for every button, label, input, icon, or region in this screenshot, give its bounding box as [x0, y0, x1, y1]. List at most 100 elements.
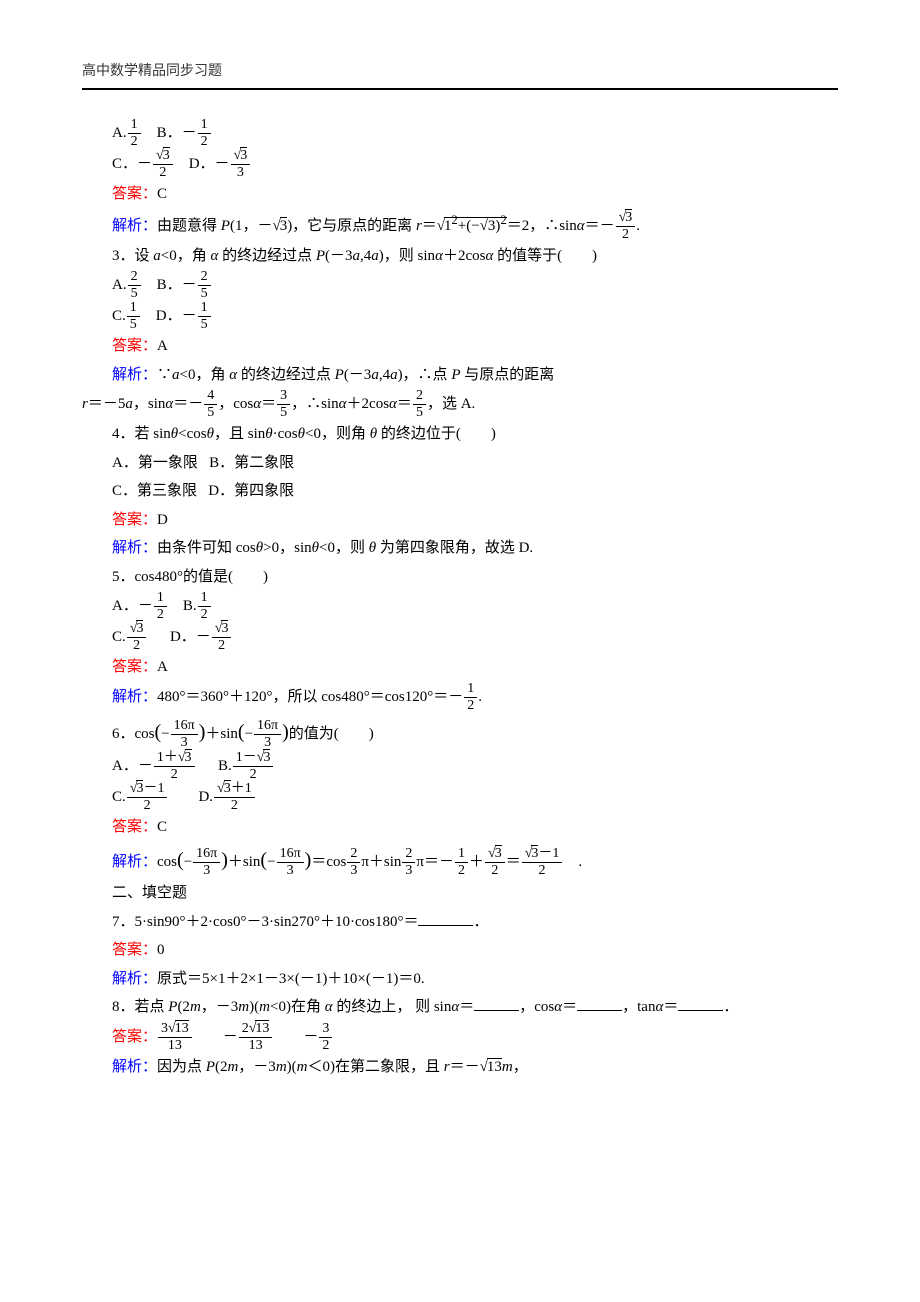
t: 与原点的距离	[460, 367, 554, 383]
q5-stem: 5．cos480°的值是( )	[82, 563, 838, 592]
t: ，cos	[519, 999, 554, 1015]
q6-answer: 答案：C	[82, 813, 838, 842]
q6-options-row1: A．－1＋√32 B.1－√32	[82, 751, 838, 782]
frac-2-5: 25	[128, 270, 141, 301]
explanation-label: 解析：	[112, 854, 157, 870]
t: －	[273, 1029, 318, 1045]
answer-label: 答案：	[112, 186, 157, 202]
var-a: a	[390, 367, 398, 383]
frac-2-3: 23	[402, 847, 415, 878]
explanation-label: 解析：	[112, 367, 157, 383]
var-a: a	[172, 367, 180, 383]
var-theta: θ	[312, 540, 319, 556]
t: ＝	[459, 999, 474, 1015]
t: 480°＝360°＋120°，所以 cos480°＝cos120°＝－	[157, 689, 463, 705]
answer-label: 答案：	[112, 338, 157, 354]
answer-value: A	[157, 659, 168, 675]
t: ，－3	[201, 999, 239, 1015]
q3-optD-label: D．－	[156, 308, 197, 324]
explanation-label: 解析：	[112, 1059, 157, 1075]
frac-result: √3－12	[522, 847, 563, 878]
t: <0，则角	[305, 426, 370, 442]
t: )，它与原点的距离	[287, 218, 416, 234]
t: 由题意得	[157, 218, 221, 234]
q6-optD-label: D.	[198, 789, 213, 805]
t: ＝	[397, 396, 412, 412]
frac-2-3: 23	[347, 847, 360, 878]
t: ，∴sin	[291, 396, 339, 412]
q3-optC-label: C.	[112, 308, 126, 324]
t: ＋2cos	[443, 248, 486, 264]
t: 由条件可知 cos	[157, 540, 256, 556]
answer-label: 答案：	[112, 819, 157, 835]
t: ，tan	[622, 999, 655, 1015]
q6-optA-label: A．－	[112, 758, 153, 774]
q2-optA-label: A.	[112, 125, 127, 141]
t: ＜0)在第二象限，且	[308, 1059, 444, 1075]
explanation-label: 解析：	[112, 218, 157, 234]
q6-stem: 6．cos(−16π3)＋sin(−16π3)的值为( )	[82, 713, 838, 751]
t: π＝－	[416, 854, 454, 870]
q2-options-row1: A.12 B．－12	[82, 118, 838, 149]
t: (－3	[325, 248, 353, 264]
q3-optB-label: B．－	[157, 277, 197, 293]
frac-1-2: 12	[464, 682, 477, 713]
t: 7．5·sin90°＋2·cos0°－3·sin270°＋10·cos180°＝	[112, 914, 418, 930]
t: <0，角	[180, 367, 230, 383]
t: ＋sin	[205, 726, 238, 742]
answer-label: 答案：	[112, 659, 157, 675]
page-header: 高中数学精品同步习题	[82, 60, 838, 90]
t: 4．若 sin	[112, 426, 171, 442]
var-m: m	[259, 999, 270, 1015]
t: 6．cos	[112, 726, 155, 742]
frac-c: √3－12	[127, 782, 168, 813]
t: (1，－	[230, 218, 273, 234]
t: <0)在角	[270, 999, 325, 1015]
var-theta: θ	[370, 426, 377, 442]
t: ＝－	[173, 396, 203, 412]
frac-2-5: 25	[413, 389, 426, 420]
q4-optB: B．第二象限	[209, 455, 294, 471]
explanation-label: 解析：	[112, 689, 157, 705]
q3-explanation-l1: 解析：∵a<0，角 α 的终边经过点 P(－3a,4a)，∴点 P 与原点的距离	[82, 361, 838, 390]
t: 3．设	[112, 248, 153, 264]
var-alpha: α	[253, 396, 261, 412]
frac-sqrt3-2: √32	[153, 149, 173, 180]
q3-stem: 3．设 a<0，角 α 的终边经过点 P(－3a,4a)，则 sinα＋2cos…	[82, 242, 838, 271]
q5-options-row1: A．－12 B.12	[82, 591, 838, 622]
t: 的终边经过点	[237, 367, 335, 383]
frac-3-2: 32	[319, 1022, 332, 1053]
t: ，sin	[133, 396, 166, 412]
t: ＝	[663, 999, 678, 1015]
frac-1-2: 12	[154, 591, 167, 622]
q2-optB-label: B．－	[157, 125, 197, 141]
answer-value: A	[157, 338, 168, 354]
var-a: a	[353, 248, 361, 264]
frac-16pi-3: 16π3	[171, 719, 198, 750]
t: <0，则	[319, 540, 369, 556]
q8-explanation: 解析：因为点 P(2m，－3m)(m＜0)在第二象限，且 r＝－√13m，	[82, 1053, 838, 1082]
explanation-label: 解析：	[112, 540, 157, 556]
q4-explanation: 解析：由条件可知 cosθ>0，sinθ<0，则 θ 为第四象限角，故选 D.	[82, 534, 838, 563]
q5-optD-label: D．－	[170, 629, 211, 645]
frac-sqrt3-2: √32	[127, 622, 147, 653]
q3-answer: 答案：A	[82, 332, 838, 361]
t: ，－3	[238, 1059, 276, 1075]
blank-input	[474, 995, 519, 1011]
frac-1-2: 12	[198, 118, 211, 149]
var-alpha: α	[389, 396, 397, 412]
q2-options-row2: C．－√32 D．－√33	[82, 149, 838, 180]
t: ＝cos	[311, 854, 346, 870]
q4-optC: C．第三象限	[112, 483, 197, 499]
t: ，且 sin	[214, 426, 265, 442]
var-m: m	[190, 999, 201, 1015]
t: )，∴点	[398, 367, 452, 383]
q5-optC-label: C.	[112, 629, 126, 645]
q2-answer: 答案：C	[82, 180, 838, 209]
t: 的终边位于( )	[377, 426, 496, 442]
frac-sqrt3-3: √33	[231, 149, 251, 180]
page-container: 高中数学精品同步习题 A.12 B．－12 C．－√32 D．－√33 答案：C…	[0, 0, 920, 1121]
var-alpha: α	[229, 367, 237, 383]
t: 8．若点	[112, 999, 168, 1015]
t: ＝－	[585, 218, 615, 234]
